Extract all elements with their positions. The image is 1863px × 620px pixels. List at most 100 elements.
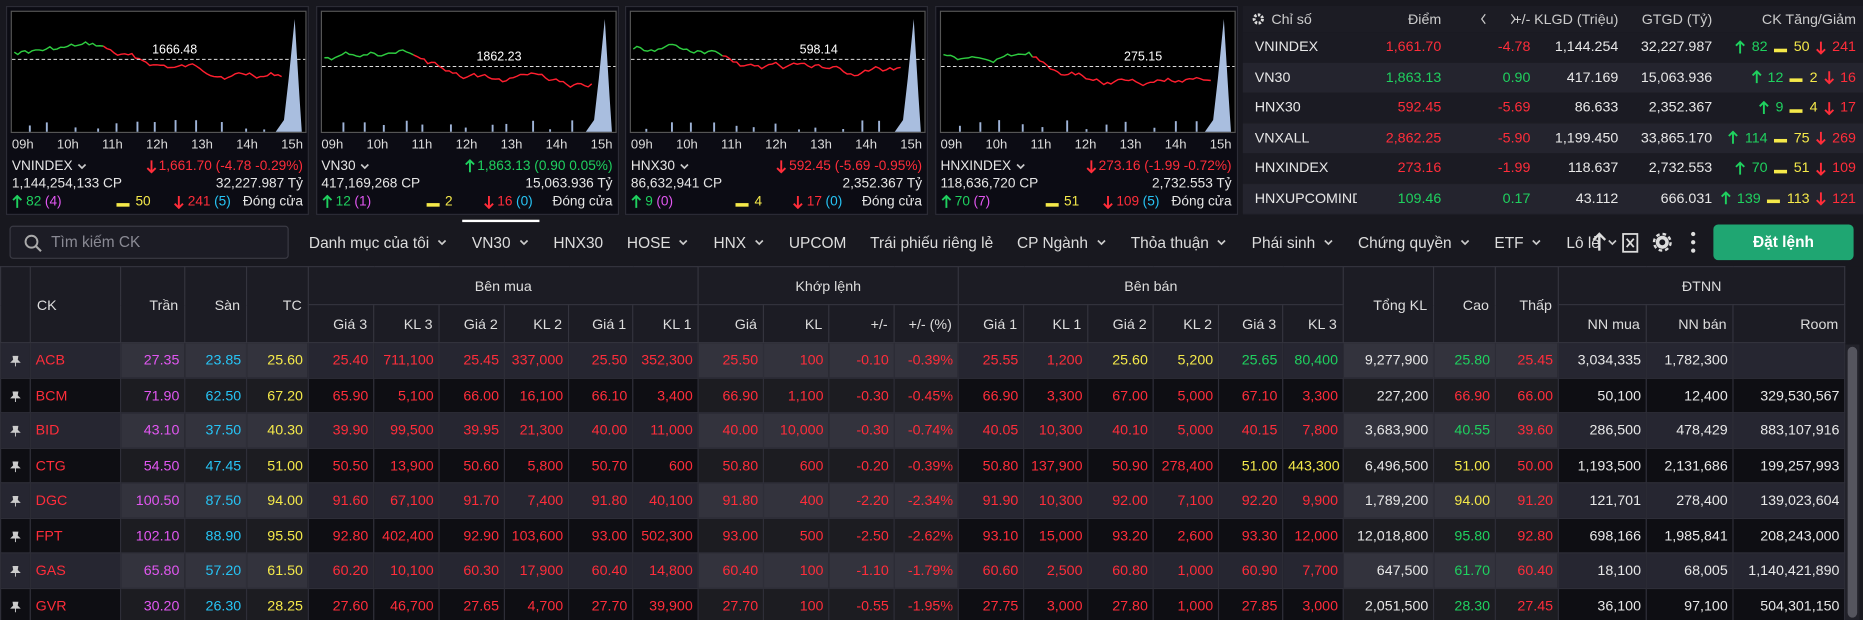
breadth: 12 2 16 [1751, 62, 1856, 92]
volume-bar [405, 120, 408, 132]
time-label: 14h [1164, 137, 1187, 153]
market-status: Đóng cửa [861, 194, 923, 210]
board-cell: 92.80 [307, 517, 375, 554]
arrow-shape [146, 160, 156, 174]
pin-shape [10, 496, 21, 507]
pin-shape [10, 426, 21, 437]
volume-bar [1021, 124, 1024, 132]
tab[interactable]: Chứng quyền [1358, 219, 1471, 267]
tab[interactable]: Thỏa thuận [1131, 219, 1228, 267]
board-cell: 95.50 [245, 517, 309, 554]
volume-bar [670, 122, 673, 132]
pin-icon [10, 461, 21, 472]
board-cell: -2.62% [893, 517, 959, 554]
tab[interactable]: Danh mục của tôi [309, 219, 448, 267]
board-cell: 4,700 [503, 587, 570, 620]
header-cell: Bên bán [957, 266, 1344, 306]
index-card: 1862.23 09h 10h 11h 12h 13h 14h 15h VN30 1,863.13… [315, 5, 619, 215]
chevron [680, 163, 689, 170]
tab[interactable]: Trái phiếu riêng lẻ [870, 219, 993, 267]
symbol: CTG [29, 447, 122, 484]
board-cell: 92.90 [438, 517, 505, 554]
index-value: 33,865.170 [1640, 128, 1713, 146]
pin-shape [10, 601, 21, 612]
unchanged-count: 4 [754, 194, 763, 210]
index-header-cell: KLGD (Triệu) [1534, 10, 1619, 28]
order-button[interactable]: Đặt lệnh [1713, 224, 1854, 261]
sub-header-cell: Room [1732, 304, 1846, 344]
tab[interactable]: ETF [1494, 219, 1542, 267]
board-cell: 60.40 [1494, 552, 1560, 589]
tab[interactable]: Lô lẻ [1566, 219, 1619, 267]
declines-count: 241 [187, 194, 211, 210]
arrow-shape [1816, 40, 1826, 55]
board-cell: -0.74% [893, 412, 959, 449]
search-placeholder: Tìm kiếm CK [51, 232, 141, 251]
volume-bar [504, 123, 507, 132]
board-cell: 5,000 [1152, 412, 1220, 449]
board-cell: 711,100 [373, 342, 440, 379]
chevron-shape [1532, 239, 1541, 246]
search-box[interactable]: Tìm kiếm CK [9, 225, 289, 259]
index-point: 273.16 [1397, 159, 1442, 176]
up-arrow [631, 194, 642, 208]
board-cell: 25.50 [567, 342, 634, 379]
board-cell: 100 [762, 342, 830, 379]
index-volume: 417.169 [1566, 68, 1619, 85]
board-cell: 329,530,567 [1732, 377, 1846, 414]
board-cell: -2.50 [828, 517, 895, 554]
time-label: 10h [366, 137, 389, 153]
symbol: BCM [29, 377, 122, 414]
time-label: 09h [630, 137, 653, 153]
board-cell: 47.45 [184, 447, 248, 484]
card-row: 70 (7) 51 109 (5) Đóng cửa [940, 194, 1232, 210]
board-cell: 92.20 [1217, 482, 1284, 519]
board-cell: 14,800 [632, 552, 699, 589]
pin-cell [0, 412, 31, 449]
scroll-thumb[interactable] [1847, 346, 1858, 618]
board-cell: 286,500 [1557, 412, 1647, 449]
up-arrow [1728, 130, 1739, 144]
tab[interactable]: HNX [713, 219, 765, 267]
arrow-shape [776, 160, 787, 174]
board-cell: 50.90 [1087, 447, 1154, 484]
board-cell: 39.95 [438, 412, 505, 449]
tab[interactable]: HNX30 [553, 219, 603, 267]
arrow-shape [483, 195, 494, 210]
board-cell: 7,700 [1282, 552, 1344, 589]
down-arrow [483, 195, 494, 210]
chart-line-up [13, 41, 104, 56]
board-cell: 40.30 [245, 412, 309, 449]
time-axis: 09h 10h 11h 12h 13h 14h 15h [12, 138, 303, 152]
board-cell: 478,429 [1645, 412, 1734, 449]
flat-bar [1789, 78, 1803, 82]
toolbar-icons[interactable] [1587, 219, 1706, 267]
tab[interactable]: UPCOM [789, 219, 846, 267]
board-cell: 91.60 [307, 482, 375, 519]
card-row: VN30 1,863.13 (0.90 0.05%) [321, 159, 613, 173]
board-cell: 25.80 [1433, 342, 1497, 379]
ceiling-count: (4) [44, 194, 62, 210]
pin-cell [0, 342, 31, 379]
flat-bar [1766, 199, 1780, 204]
tab[interactable]: HOSE [627, 219, 690, 267]
tab[interactable]: CP Ngành [1017, 219, 1107, 267]
header-cell: Khớp lệnh [697, 266, 959, 306]
board-cell: 66.10 [567, 377, 634, 414]
volume-bar [814, 127, 817, 132]
scrollbar[interactable] [1845, 344, 1860, 620]
sub-header-cell: +/- (%) [893, 304, 959, 344]
arrow-shape [1102, 195, 1113, 210]
board-cell: 502,300 [632, 517, 699, 554]
tab[interactable]: VN30 [462, 219, 539, 267]
volume-bar [420, 124, 423, 132]
index-up: 114 [1744, 128, 1768, 146]
tab[interactable]: Phái sinh [1252, 219, 1335, 267]
board-cell: 27.35 [120, 342, 186, 379]
board-cell: 100.50 [120, 482, 186, 519]
pin-cell [0, 482, 31, 519]
board-cell: -0.39% [893, 447, 959, 484]
volume-bar [997, 120, 1000, 132]
declines: 17 (0) [793, 195, 842, 210]
